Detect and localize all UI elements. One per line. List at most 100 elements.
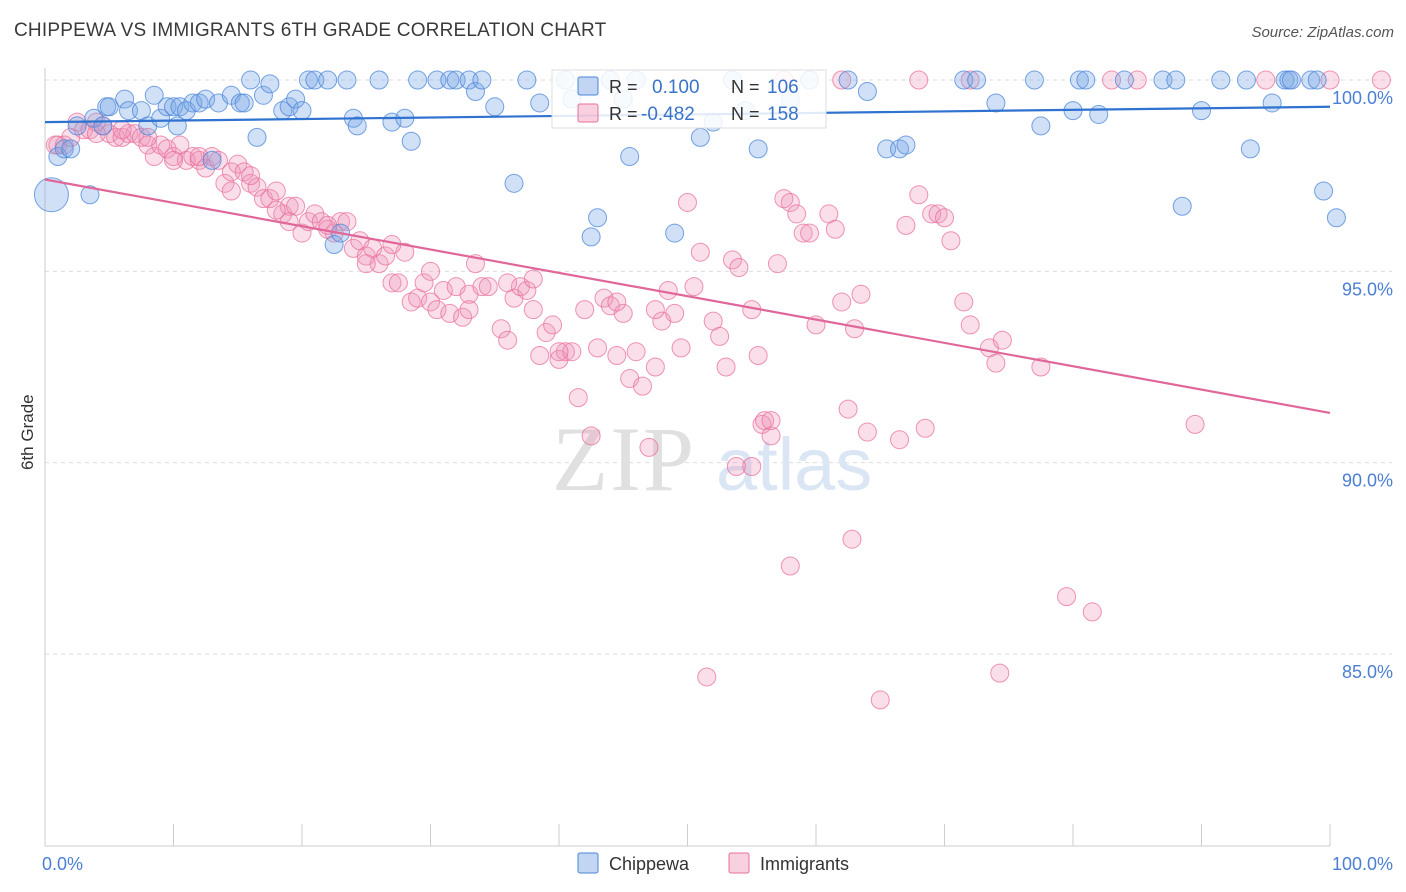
- immigrants-point: [633, 376, 653, 396]
- chippewa-point: [748, 139, 768, 159]
- chippewa-point: [967, 70, 987, 90]
- immigrants-point: [215, 173, 235, 193]
- chart-title: CHIPPEWA VS IMMIGRANTS 6TH GRADE CORRELA…: [14, 20, 607, 41]
- chippewa-point: [1114, 70, 1134, 90]
- immigrants-point: [1057, 587, 1077, 607]
- immigrants-point: [954, 292, 974, 312]
- immigrants-point: [498, 273, 518, 293]
- immigrants-point: [421, 261, 440, 281]
- immigrants-points: [45, 70, 1391, 710]
- chippewa-point: [1281, 70, 1301, 90]
- immigrants-point: [780, 556, 800, 576]
- chippewa-point: [838, 70, 858, 90]
- immigrants-point: [86, 124, 106, 144]
- chippewa-point: [54, 139, 74, 159]
- legend-label-immigrants: Immigrants: [760, 854, 849, 874]
- trend-lines: [44, 105, 1331, 415]
- immigrants-point: [780, 192, 800, 212]
- immigrants-point: [787, 204, 807, 224]
- immigrants-point: [221, 181, 241, 201]
- chippewa-point: [1076, 70, 1096, 90]
- chippewa-point: [61, 139, 81, 159]
- chippewa-point: [67, 116, 87, 136]
- chippewa-point: [620, 147, 640, 167]
- immigrants-point: [549, 342, 569, 362]
- immigrants-point: [421, 292, 440, 312]
- y-tick-label: 100.0%: [1332, 88, 1393, 108]
- chippewa-point: [151, 108, 171, 128]
- immigrants-point: [1185, 414, 1205, 434]
- immigrants-point: [990, 663, 1010, 683]
- immigrants-point: [626, 342, 646, 362]
- chippewa-point: [857, 81, 877, 101]
- immigrants-point: [594, 288, 614, 308]
- chippewa-point: [202, 150, 222, 170]
- immigrants-point: [575, 300, 595, 320]
- immigrants-point: [761, 426, 781, 446]
- stats-legend-box: R = 0.100 N = 106 R = -0.482 N = 158: [551, 69, 827, 129]
- immigrants-point: [498, 330, 518, 350]
- chippewa-point: [1240, 139, 1260, 159]
- immigrants-point: [909, 185, 929, 205]
- immigrants-point: [941, 231, 961, 251]
- chippewa-point: [337, 70, 357, 90]
- chippewa-point: [80, 185, 100, 205]
- chippewa-point: [465, 81, 485, 101]
- chippewa-point: [369, 70, 389, 90]
- immigrants-point: [960, 315, 980, 335]
- chippewa-point: [1307, 70, 1327, 90]
- immigrants-point: [266, 200, 286, 220]
- immigrants-point: [1082, 602, 1102, 622]
- chippewa-point: [1326, 208, 1346, 228]
- immigrants-trend-line: [44, 178, 1331, 415]
- immigrants-point: [305, 204, 325, 224]
- chippewa-point: [1314, 181, 1334, 201]
- immigrants-point: [241, 166, 261, 186]
- immigrants-point: [523, 300, 543, 320]
- chippewa-point: [1211, 70, 1231, 90]
- immigrants-point: [440, 303, 460, 323]
- chippewa-point: [588, 208, 608, 228]
- stats-r-label: R =: [609, 104, 638, 124]
- immigrants-point: [388, 273, 408, 293]
- stats-swatch-blue: [577, 76, 599, 96]
- immigrants-point: [645, 300, 665, 320]
- tick-labels: 100.0% 95.0% 90.0% 85.0% 0.0% 100.0%: [42, 88, 1393, 874]
- immigrants-point: [568, 388, 588, 408]
- stats-n-label: N =: [731, 104, 760, 124]
- immigrants-point: [337, 212, 357, 232]
- stats-n-value: 158: [767, 104, 799, 125]
- immigrants-point: [645, 357, 665, 377]
- immigrants-point: [260, 189, 280, 209]
- stats-n-value: 106: [767, 77, 799, 98]
- chippewa-point: [164, 97, 183, 117]
- axes: [44, 68, 1331, 847]
- immigrants-point: [543, 315, 563, 335]
- stats-r-value: 0.100: [652, 77, 700, 98]
- immigrants-point: [684, 277, 704, 297]
- stats-r-value: -0.482: [641, 104, 695, 125]
- chippewa-point: [1236, 70, 1256, 90]
- immigrants-point: [832, 292, 852, 312]
- y-axis-label: 6th Grade: [18, 394, 37, 470]
- chippewa-point: [1172, 196, 1192, 216]
- chippewa-point: [1031, 116, 1051, 136]
- immigrants-point: [729, 258, 749, 278]
- legend-swatch-immigrants: [728, 852, 750, 874]
- immigrants-point: [716, 357, 736, 377]
- immigrants-point: [356, 254, 376, 274]
- immigrants-point: [842, 529, 862, 549]
- y-tick-label: 95.0%: [1342, 279, 1393, 299]
- immigrants-point: [690, 242, 710, 262]
- immigrants-point: [131, 127, 151, 147]
- immigrants-point: [164, 150, 183, 170]
- immigrants-point: [909, 70, 929, 90]
- chippewa-point: [896, 135, 916, 155]
- chippewa-point: [1024, 70, 1044, 90]
- immigrants-point: [208, 150, 228, 170]
- chippewa-point: [279, 97, 299, 117]
- immigrants-point: [247, 177, 267, 197]
- immigrants-point: [478, 277, 498, 297]
- chippewa-point: [183, 93, 203, 113]
